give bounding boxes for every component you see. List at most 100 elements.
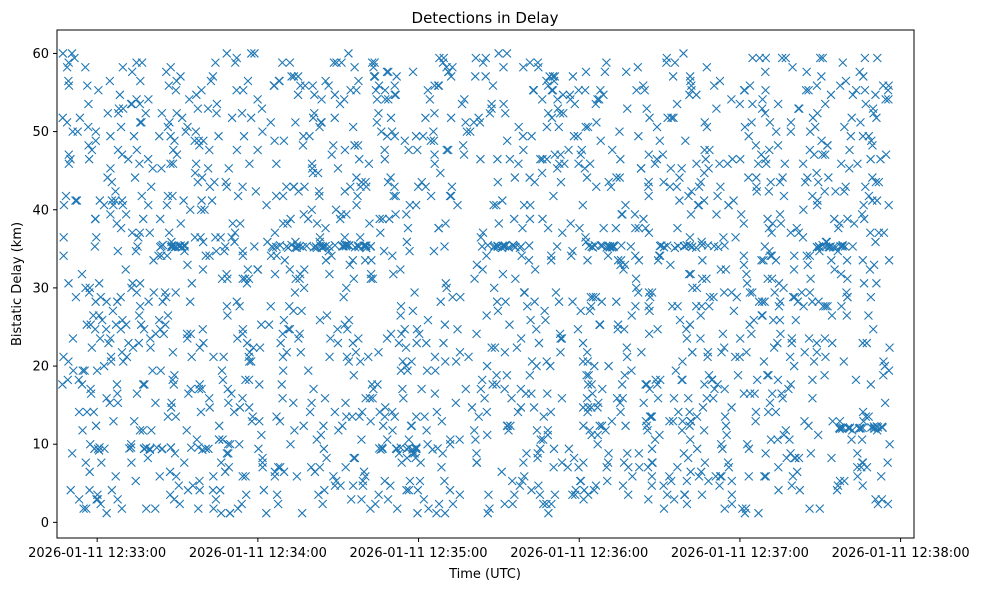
data-point	[345, 182, 355, 192]
data-point	[500, 347, 510, 357]
data-point	[686, 209, 696, 219]
data-point	[380, 476, 390, 486]
data-point	[592, 118, 601, 127]
data-point	[876, 154, 885, 164]
data-point	[601, 426, 610, 435]
data-point	[672, 462, 682, 472]
data-point	[314, 490, 323, 500]
data-point	[221, 177, 231, 187]
data-point	[113, 494, 123, 504]
data-point	[246, 49, 256, 58]
data-point	[282, 347, 292, 357]
data-point	[775, 209, 785, 219]
data-point	[91, 136, 101, 146]
data-point	[821, 301, 830, 311]
data-point	[622, 352, 632, 362]
data-point	[183, 122, 192, 132]
data-point	[787, 481, 797, 490]
data-point	[750, 389, 760, 399]
data-point	[482, 407, 492, 417]
data-point	[238, 393, 247, 403]
data-point	[458, 141, 468, 150]
data-point	[211, 246, 221, 256]
data-point	[745, 288, 755, 297]
data-point	[767, 274, 777, 284]
data-point	[670, 58, 680, 68]
data-point	[307, 398, 316, 408]
data-point	[537, 95, 547, 104]
data-point	[763, 274, 773, 284]
data-point	[797, 288, 807, 297]
data-point	[766, 177, 776, 187]
data-point	[786, 228, 796, 238]
data-point	[873, 499, 883, 509]
data-point	[116, 223, 126, 233]
data-point	[350, 453, 360, 463]
data-point	[707, 375, 717, 385]
data-point	[143, 453, 153, 463]
data-point	[591, 481, 601, 490]
data-point	[73, 127, 83, 136]
data-point	[102, 508, 112, 518]
data-point	[93, 85, 103, 95]
data-point	[573, 324, 583, 334]
data-point	[680, 136, 690, 146]
data-point	[699, 426, 709, 435]
data-point	[372, 95, 382, 104]
data-point	[596, 136, 606, 146]
data-point	[298, 141, 308, 150]
data-point	[813, 196, 822, 205]
data-point	[329, 472, 338, 481]
data-point	[645, 412, 655, 422]
data-point	[730, 352, 740, 362]
data-point	[205, 403, 215, 412]
data-point	[62, 118, 72, 127]
data-point	[647, 472, 657, 481]
data-point	[204, 145, 214, 155]
data-point	[858, 338, 868, 348]
data-point	[324, 81, 333, 91]
data-point	[626, 242, 636, 251]
data-point	[358, 481, 368, 490]
data-point	[758, 311, 767, 320]
data-point	[805, 145, 815, 155]
data-point	[124, 338, 133, 348]
data-point	[842, 274, 852, 284]
data-point	[861, 412, 871, 422]
data-point	[542, 76, 551, 86]
data-point	[121, 265, 131, 274]
data-point	[341, 462, 351, 472]
data-point	[59, 232, 69, 242]
data-point	[441, 219, 450, 228]
data-point	[344, 357, 354, 366]
data-point	[87, 343, 97, 353]
data-point	[105, 334, 115, 343]
data-point	[841, 182, 851, 192]
data-point	[181, 127, 191, 136]
data-point	[184, 389, 193, 399]
data-point	[369, 62, 378, 72]
data-point	[366, 269, 376, 279]
data-point	[141, 504, 151, 513]
data-point	[858, 458, 868, 467]
data-point	[516, 334, 526, 343]
data-point	[348, 481, 358, 490]
data-point	[244, 375, 254, 385]
data-point	[434, 53, 444, 63]
data-point	[645, 306, 654, 316]
data-point	[502, 421, 512, 431]
data-point	[585, 426, 595, 435]
data-point	[137, 191, 147, 201]
data-point	[836, 159, 846, 169]
data-point	[154, 131, 164, 141]
data-point	[471, 53, 481, 63]
data-point	[696, 334, 705, 343]
data-point	[686, 269, 696, 279]
data-point	[127, 283, 136, 293]
data-point	[316, 118, 326, 127]
data-point	[328, 141, 338, 150]
data-point	[685, 232, 695, 242]
data-point	[123, 154, 133, 164]
data-point	[396, 311, 405, 320]
data-point	[568, 72, 578, 81]
